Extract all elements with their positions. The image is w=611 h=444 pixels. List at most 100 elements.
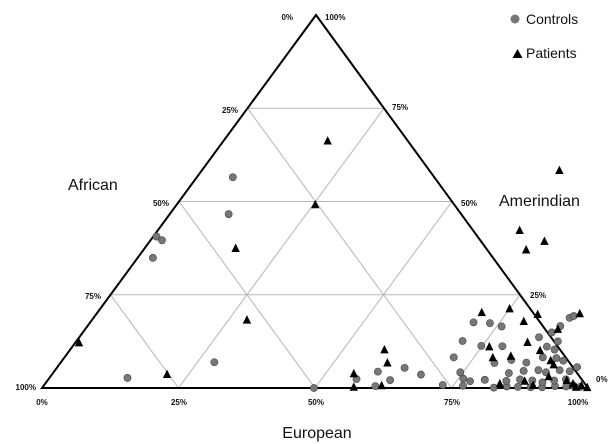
- legend-patients-marker: [512, 49, 523, 58]
- patient-point: [74, 337, 84, 347]
- gridline: [178, 107, 385, 389]
- control-point: [485, 319, 494, 327]
- european-tick-25: 25%: [171, 398, 187, 407]
- european-tick-50: 50%: [308, 398, 324, 407]
- patient-point: [577, 380, 586, 390]
- control-point: [497, 322, 506, 331]
- patient-point: [380, 345, 389, 354]
- patient-point: [555, 165, 564, 174]
- control-point: [459, 374, 468, 383]
- control-point: [542, 342, 551, 351]
- control-point: [466, 377, 474, 386]
- patient-point: [582, 382, 592, 392]
- control-point: [373, 367, 382, 376]
- patient-point: [533, 309, 542, 318]
- african-tick-50: 50%: [153, 199, 169, 208]
- control-point: [504, 369, 513, 377]
- control-point: [522, 358, 531, 367]
- control-point: [489, 383, 498, 392]
- control-point: [573, 363, 582, 372]
- patient-point: [231, 243, 240, 252]
- patient-point: [242, 315, 252, 324]
- gridline: [247, 107, 452, 389]
- legend-controls-label: Controls: [526, 11, 578, 27]
- amerindian-tick-75: 75%: [392, 103, 408, 112]
- control-point: [519, 366, 528, 375]
- control-point: [469, 318, 478, 327]
- control-point: [550, 345, 559, 354]
- control-point: [386, 376, 394, 385]
- african-tick-0: 0%: [281, 13, 293, 22]
- control-point: [458, 337, 467, 345]
- control-point: [480, 375, 489, 384]
- patient-point: [540, 236, 549, 245]
- african-tick-25: 25%: [222, 106, 238, 115]
- patient-point: [535, 345, 545, 355]
- patient-point: [506, 351, 516, 360]
- african-axis-label: African: [68, 177, 118, 194]
- control-point: [553, 337, 562, 346]
- control-point: [224, 210, 233, 219]
- patient-point: [520, 376, 529, 385]
- amerindian-tick-100: 100%: [325, 13, 345, 22]
- patient-point: [528, 380, 538, 389]
- patient-point: [349, 368, 359, 378]
- grid-layer: [110, 107, 521, 389]
- patient-point: [477, 307, 486, 317]
- patient-point: [575, 308, 584, 318]
- european-tick-100: 100%: [568, 398, 588, 407]
- control-point: [513, 382, 522, 391]
- legend-controls-marker: [510, 14, 520, 24]
- patient-point: [505, 303, 514, 313]
- amerindian-tick-0: 0%: [596, 375, 608, 384]
- gridline: [314, 201, 453, 389]
- control-point: [538, 378, 547, 387]
- patient-point: [553, 324, 563, 333]
- control-point: [417, 370, 425, 379]
- patient-point: [519, 316, 528, 326]
- legend: Controls Patients: [510, 11, 578, 61]
- control-point: [438, 381, 447, 389]
- patient-point: [162, 369, 172, 379]
- patient-point: [546, 355, 555, 365]
- amerindian-axis-label: Amerindian: [499, 193, 580, 210]
- control-point: [502, 377, 511, 385]
- control-point: [158, 236, 166, 245]
- control-point: [559, 356, 568, 365]
- patient-point: [523, 337, 532, 346]
- european-tick-75: 75%: [444, 398, 460, 407]
- patient-point: [488, 352, 498, 362]
- points-layer: [74, 136, 592, 392]
- patient-point: [515, 225, 524, 235]
- patient-point: [311, 199, 320, 209]
- patient-point: [544, 371, 553, 381]
- control-point: [228, 173, 237, 182]
- control-point: [152, 232, 161, 241]
- control-point: [123, 374, 132, 382]
- patient-point: [349, 382, 358, 391]
- gridline: [178, 201, 316, 389]
- control-point: [498, 342, 507, 351]
- control-point: [534, 366, 543, 374]
- control-point: [210, 358, 219, 367]
- patient-point: [383, 358, 392, 367]
- control-point: [477, 341, 486, 350]
- african-tick-75: 75%: [85, 292, 101, 301]
- control-point: [565, 367, 574, 376]
- european-tick-0: 0%: [36, 398, 48, 407]
- control-point: [550, 376, 559, 385]
- control-point: [310, 384, 318, 392]
- patient-point: [485, 342, 494, 351]
- control-point: [459, 381, 467, 390]
- amerindian-tick-25: 25%: [530, 291, 546, 300]
- control-point: [456, 368, 465, 377]
- control-point: [400, 363, 409, 372]
- control-point: [149, 253, 157, 262]
- patient-point: [323, 136, 332, 145]
- african-tick-100: 100%: [16, 383, 36, 392]
- control-point: [535, 333, 543, 342]
- patient-point: [521, 245, 531, 254]
- control-point: [538, 353, 547, 362]
- patient-point: [562, 375, 571, 384]
